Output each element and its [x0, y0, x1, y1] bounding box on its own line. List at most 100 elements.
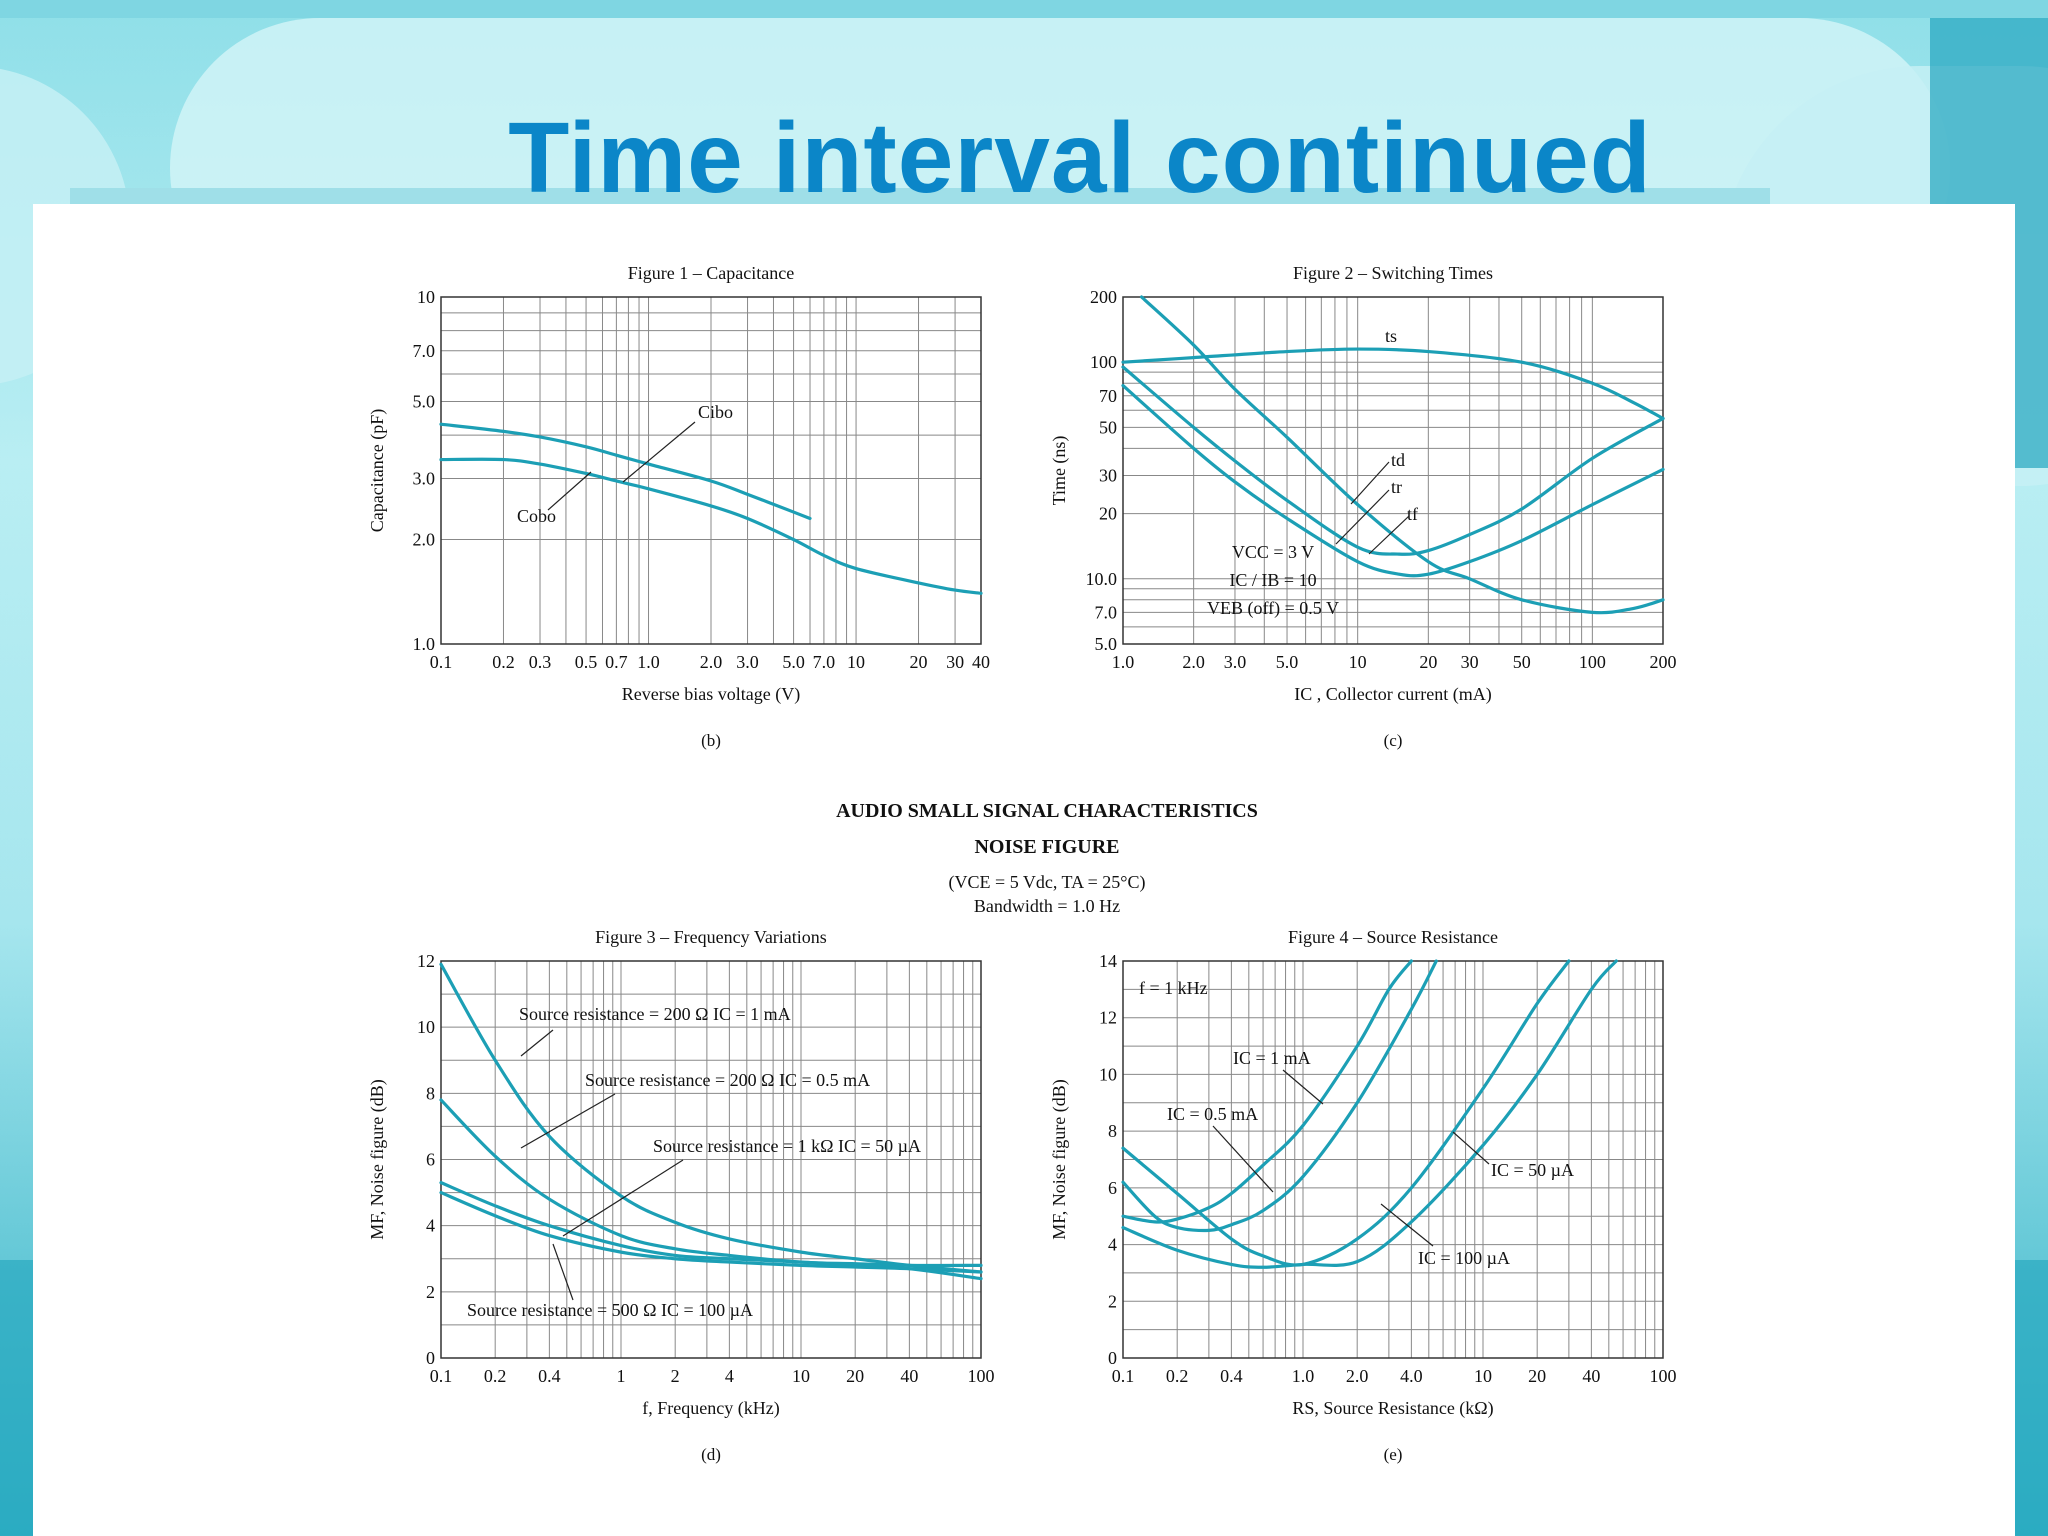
fig1-xtick-label: 30	[946, 652, 964, 672]
fig1-series-0-leader	[622, 421, 696, 483]
fig4-series-1-leader	[1212, 1125, 1274, 1193]
fig3-ytick-label: 0	[426, 1348, 435, 1368]
fig4-ytick-label: 8	[1108, 1121, 1117, 1141]
section-subtitle: NOISE FIGURE	[974, 836, 1120, 858]
fig2-series-3-label: tf	[1407, 504, 1418, 524]
fig4-title: Figure 4 – Source Resistance	[1288, 927, 1498, 947]
fig4-ytick-label: 2	[1108, 1291, 1117, 1311]
fig1-xtick-label: 0.2	[492, 652, 515, 672]
fig4-series-1-line	[1121, 959, 1438, 1233]
fig3-series-3-label: Source resistance = 500 Ω IC = 100 µA	[467, 1300, 753, 1320]
fig2-annotation-2: VEB (off) = 0.5 V	[1207, 598, 1339, 619]
fig3-ytick-label: 2	[426, 1282, 435, 1302]
fig1-xtick-label: 5.0	[782, 652, 805, 672]
fig2-series-1-label: td	[1391, 450, 1405, 470]
fig1-series-0-label: Cibo	[698, 402, 733, 422]
fig3-series-1-line	[439, 1098, 983, 1268]
bandwidth-note: Bandwidth = 1.0 Hz	[973, 896, 1121, 916]
fig2-series-2-label: tr	[1391, 477, 1402, 497]
fig4-xtick-label: 2.0	[1346, 1366, 1369, 1386]
fig1-xtick-label: 20	[910, 652, 928, 672]
section-title: AUDIO SMALL SIGNAL CHARACTERISTICS	[836, 800, 1258, 822]
fig2-xtick-label: 50	[1513, 652, 1531, 672]
fig2-ytick-label: 30	[1099, 465, 1117, 485]
fig2-series-0-line	[1121, 347, 1665, 421]
fig1-ytick-label: 5.0	[413, 391, 436, 411]
fig2-annotation-1: IC / IB = 10	[1229, 570, 1316, 590]
figure-panel: 0.1 0.2 0.3 0.5 0.7 1.0 2.0 3.0 5.0 7.0 10 20 30 40 1.…	[33, 204, 2015, 1536]
fig4-series-2-leader	[1380, 1203, 1434, 1247]
fig2-ytick-label: 200	[1090, 287, 1117, 307]
slide-title: Time interval continued	[508, 102, 1652, 214]
fig2-series-2-line	[1121, 383, 1665, 578]
fig4-xtick-label: 100	[1650, 1366, 1677, 1386]
fig4-ytick-label: 4	[1108, 1235, 1117, 1255]
fig3-ytick-label: 8	[426, 1083, 435, 1103]
fig1-ytick-label: 3.0	[413, 468, 436, 488]
fig4-xtick-label: 0.2	[1166, 1366, 1189, 1386]
fig2-xtick-label: 3.0	[1224, 652, 1247, 672]
fig1-ylabel: Capacitance (pF)	[367, 409, 388, 532]
fig3-series-3-leader	[552, 1243, 574, 1301]
fig2-ytick-label: 100	[1090, 352, 1117, 372]
fig2-series-0-label: ts	[1385, 326, 1397, 346]
fig2-annotation-0: VCC = 3 V	[1232, 542, 1314, 562]
fig2-title: Figure 2 – Switching Times	[1293, 263, 1493, 283]
fig4-chart	[1121, 959, 1664, 1359]
fig3-series-1-leader	[520, 1093, 616, 1149]
test-conditions: (VCE = 5 Vdc, TA = 25°C)	[948, 872, 1146, 892]
fig3-xtick-label: 2	[671, 1366, 680, 1386]
fig3-xtick-label: 0.4	[538, 1366, 561, 1386]
fig1-series-1-leader	[547, 471, 592, 511]
fig2-ytick-label: 7.0	[1095, 602, 1118, 622]
fig1-xtick-label: 0.5	[575, 652, 598, 672]
fig4-series-1-label: IC = 0.5 mA	[1167, 1104, 1258, 1124]
fig2-ytick-label: 50	[1099, 417, 1117, 437]
fig1-xtick-label: 40	[972, 652, 990, 672]
fig4-xtick-label: 0.1	[1112, 1366, 1135, 1386]
fig1-xtick-label: 0.7	[605, 652, 628, 672]
fig2-ylabel: Time (ns)	[1049, 436, 1070, 506]
fig2-xtick-label: 100	[1579, 652, 1606, 672]
fig2-xtick-label: 1.0	[1112, 652, 1135, 672]
fig2-series-1-line	[1121, 365, 1665, 556]
fig3-xtick-label: 4	[725, 1366, 734, 1386]
fig1-xlabel: Reverse bias voltage (V)	[622, 684, 800, 705]
fig2-series-3-line	[1139, 295, 1665, 615]
fig3-xtick-label: 1	[617, 1366, 626, 1386]
fig3-xtick-label: 100	[968, 1366, 995, 1386]
fig3-series-0-leader	[520, 1029, 554, 1057]
fig1-xtick-label: 2.0	[700, 652, 723, 672]
fig2-xtick-label: 20	[1419, 652, 1437, 672]
fig2-ytick-label: 20	[1099, 504, 1117, 524]
fig1-plot-frame	[440, 296, 982, 645]
fig4-series-0-label: IC = 1 mA	[1233, 1048, 1311, 1068]
fig4-annotation-0: f = 1 kHz	[1139, 978, 1208, 998]
fig4-caption: (e)	[1384, 1445, 1403, 1464]
fig4-series-3-leader	[1452, 1131, 1490, 1165]
fig4-xlabel: RS, Source Resistance (kΩ)	[1292, 1398, 1493, 1419]
fig1-series-1-label: Cobo	[517, 506, 556, 526]
fig2-series-1-leader	[1350, 461, 1390, 505]
fig2-ytick-label: 5.0	[1095, 634, 1118, 654]
fig2-ytick-label: 70	[1099, 386, 1117, 406]
fig4-plot-frame	[1122, 960, 1664, 1359]
fig4-series-0-leader	[1282, 1069, 1324, 1105]
fig4-ylabel: MF, Noise figure (dB)	[1049, 1079, 1070, 1240]
fig3-series-0-label: Source resistance = 200 Ω IC = 1 mA	[519, 1004, 791, 1024]
fig3-xlabel: f, Frequency (kHz)	[642, 1398, 779, 1419]
fig4-series-3-line	[1121, 959, 1618, 1269]
fig3-xtick-label: 20	[846, 1366, 864, 1386]
fig1-ytick-label: 2.0	[413, 530, 436, 550]
fig3-ytick-label: 10	[417, 1017, 435, 1037]
fig3-series-2-label: Source resistance = 1 kΩ IC = 50 µA	[653, 1136, 921, 1156]
fig2-series-3-leader	[1368, 515, 1410, 555]
fig1-xtick-label: 0.1	[430, 652, 453, 672]
fig2-caption: (c)	[1384, 731, 1403, 750]
fig1-ytick-label: 7.0	[413, 341, 436, 361]
fig3-xtick-label: 0.2	[484, 1366, 507, 1386]
fig3-title: Figure 3 – Frequency Variations	[595, 927, 827, 947]
fig2-xtick-label: 5.0	[1276, 652, 1299, 672]
fig3-series-2-leader	[562, 1159, 684, 1237]
fig4-series-2-line	[1121, 959, 1571, 1267]
